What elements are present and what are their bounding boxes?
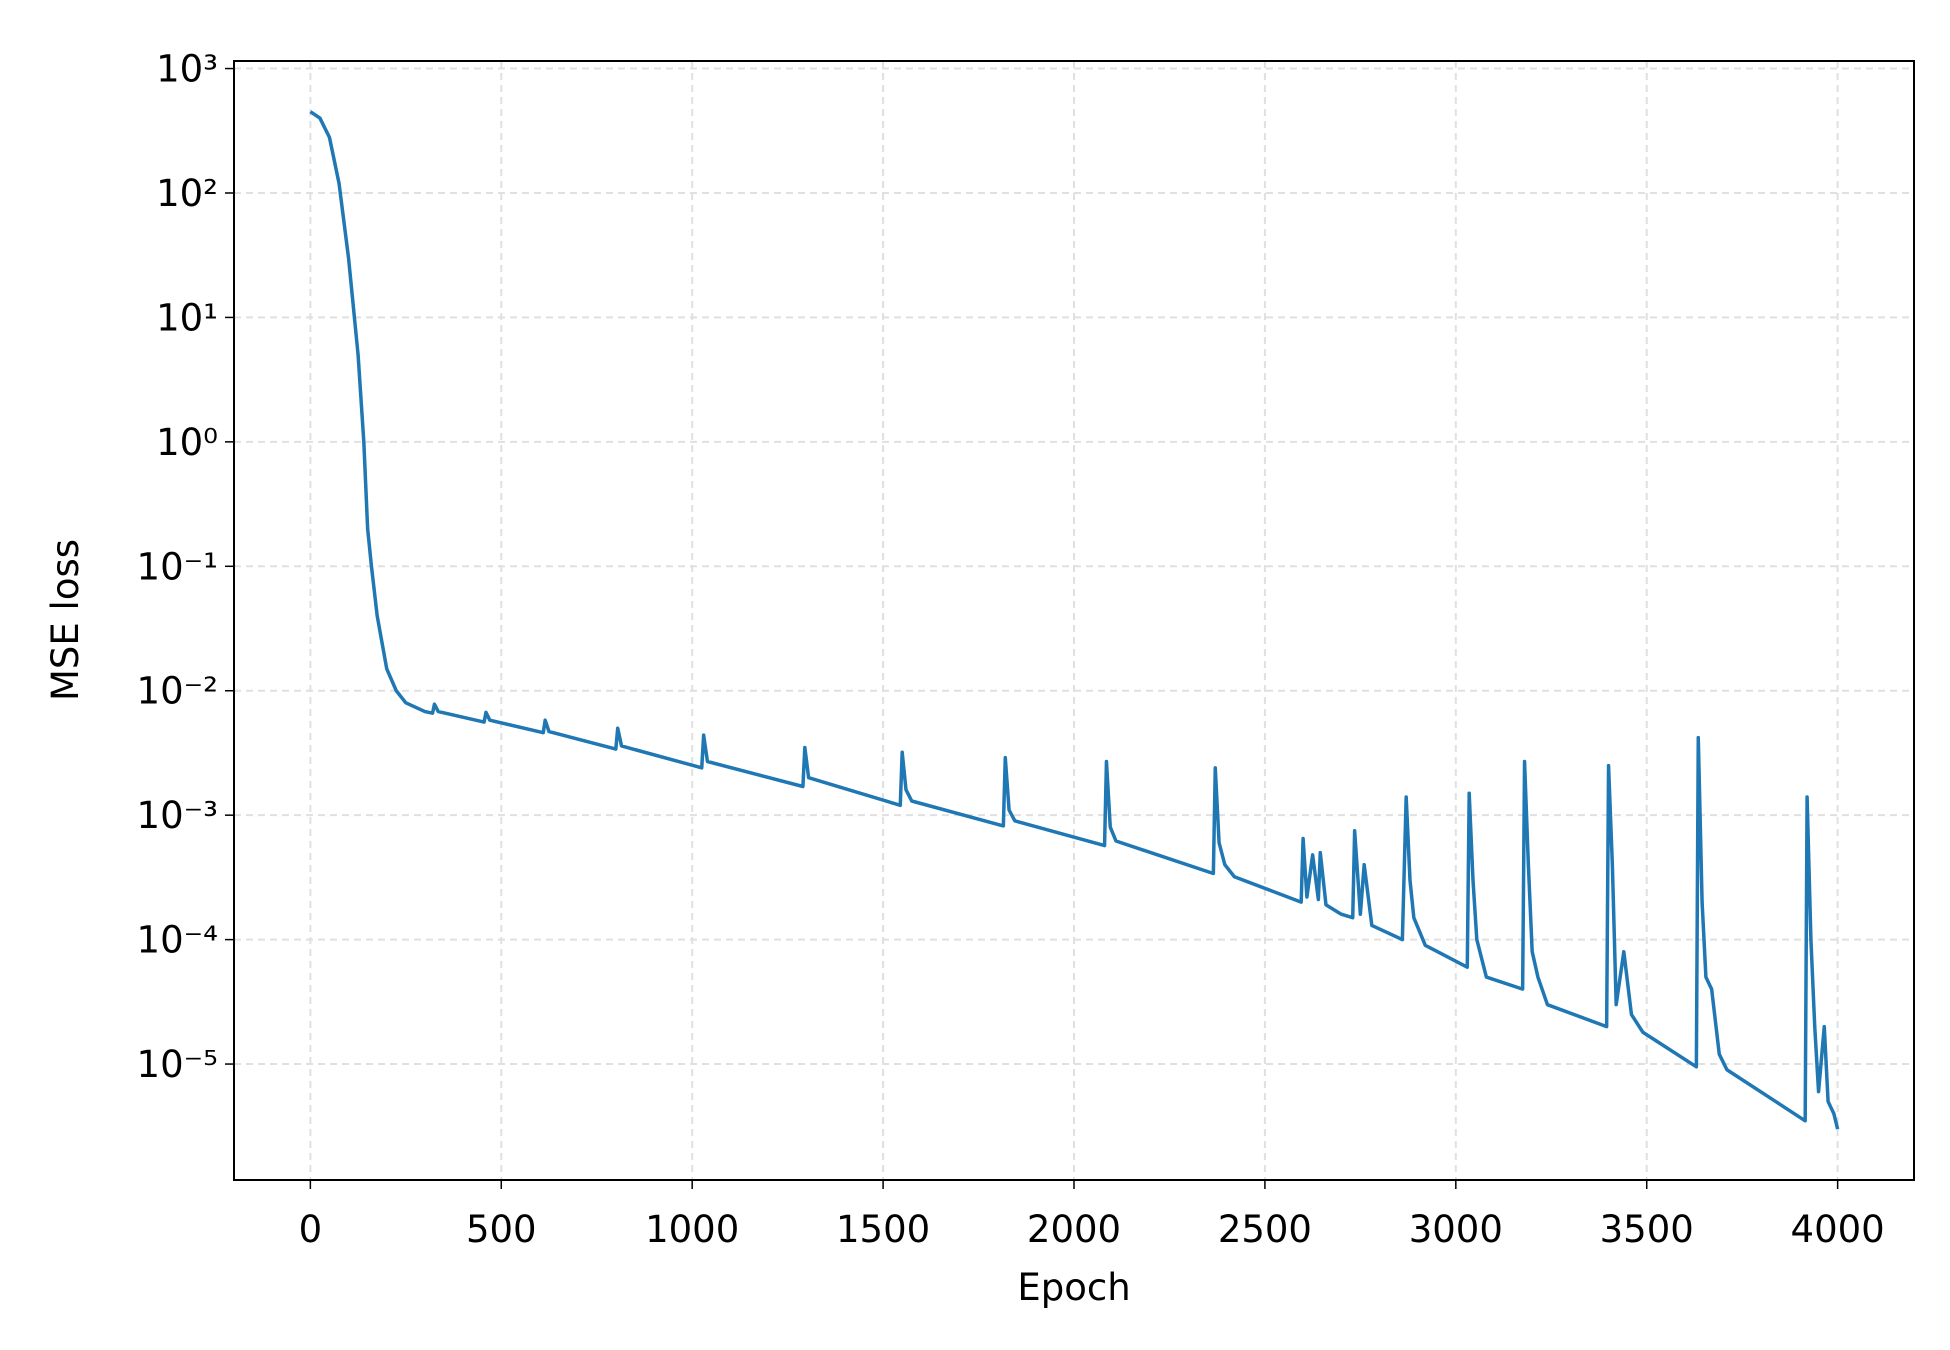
y-tick-label: 10⁰ bbox=[156, 421, 218, 464]
y-tick-label: 10⁻² bbox=[137, 670, 218, 713]
y-tick-label: 10² bbox=[156, 172, 218, 215]
y-tick-label: 10¹ bbox=[156, 296, 218, 339]
x-tick-label: 3500 bbox=[1600, 1208, 1694, 1251]
x-tick-label: 500 bbox=[466, 1208, 537, 1251]
y-axis-label: MSE loss bbox=[44, 539, 87, 701]
x-tick-label: 3000 bbox=[1409, 1208, 1503, 1251]
y-tick-label: 10⁻⁴ bbox=[137, 919, 218, 962]
loss-line bbox=[309, 110, 1840, 1130]
x-tick-label: 2500 bbox=[1218, 1208, 1312, 1251]
y-tick-label: 10⁻³ bbox=[137, 794, 218, 837]
y-tick-label: 10⁻⁵ bbox=[137, 1043, 218, 1086]
x-tick-label: 1500 bbox=[836, 1208, 930, 1251]
x-tick-label: 0 bbox=[299, 1208, 323, 1251]
x-axis-label: Epoch bbox=[1017, 1266, 1130, 1309]
y-tick-label: 10³ bbox=[156, 48, 218, 91]
x-tick-label: 1000 bbox=[645, 1208, 739, 1251]
y-tick-label: 10⁻¹ bbox=[137, 545, 218, 588]
plot-frame bbox=[233, 60, 1915, 1181]
x-tick-label: 4000 bbox=[1791, 1208, 1885, 1251]
x-tick-label: 2000 bbox=[1027, 1208, 1121, 1251]
